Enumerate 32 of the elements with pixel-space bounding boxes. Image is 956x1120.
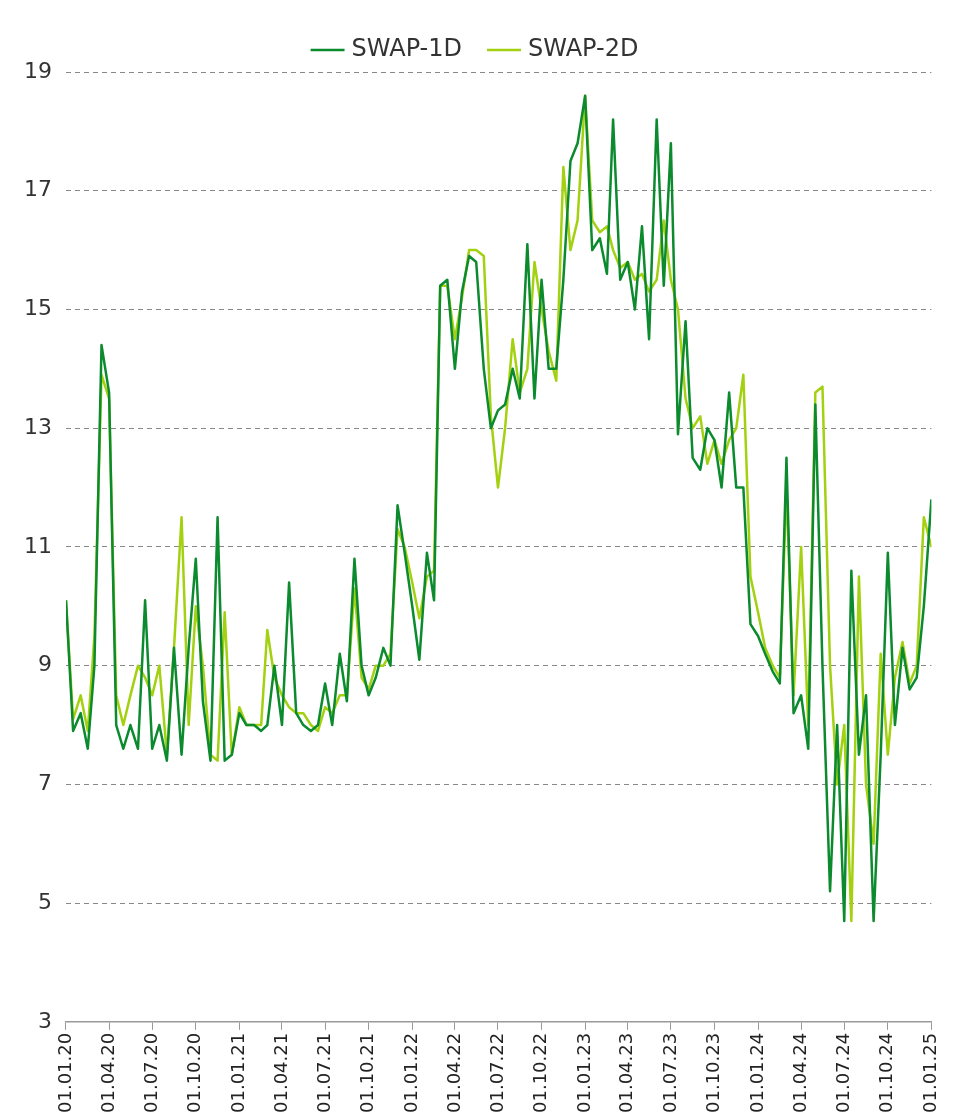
x-tick-label: 01.10.24: [875, 1032, 897, 1113]
x-tick-label: 01.04.23: [615, 1032, 637, 1113]
y-tick-label: 3: [37, 1007, 52, 1033]
y-tick-label: 9: [37, 651, 52, 677]
x-tick-label: 01.10.23: [702, 1032, 724, 1113]
x-tick-label: 01.10.20: [183, 1032, 205, 1113]
x-tick-label: 01.01.24: [745, 1032, 767, 1113]
x-tick-label: 01.04.20: [96, 1032, 118, 1113]
y-tick-label: 15: [23, 295, 52, 321]
x-tick-label: 01.04.24: [788, 1032, 810, 1113]
x-tick-label: 01.01.21: [227, 1032, 249, 1113]
x-tick-label: 01.10.22: [529, 1032, 551, 1113]
legend-label: SWAP-2D: [528, 34, 639, 63]
x-tick-label: 01.01.23: [572, 1032, 594, 1113]
x-tick-label: 01.10.21: [356, 1032, 378, 1113]
y-tick-label: 11: [23, 532, 52, 558]
x-tick-label: 01.04.22: [442, 1032, 464, 1113]
legend-label: SWAP-1D: [351, 34, 463, 63]
x-tick-label: 01.07.23: [658, 1032, 680, 1113]
y-tick-label: 7: [37, 770, 52, 796]
y-tick-label: 17: [23, 176, 52, 202]
y-tick-label: 13: [23, 413, 52, 439]
x-tick-label: 01.04.21: [269, 1032, 291, 1113]
x-tick-label: 01.07.20: [139, 1032, 161, 1113]
x-tick-label: 01.07.24: [831, 1032, 853, 1113]
x-tick-label: 01.01.20: [53, 1032, 75, 1113]
x-tick-label: 01.01.22: [399, 1032, 421, 1113]
x-tick-label: 01.01.25: [919, 1032, 941, 1113]
y-tick-label: 19: [23, 57, 52, 83]
x-tick-label: 01.07.22: [485, 1032, 507, 1113]
y-tick-label: 5: [37, 888, 52, 914]
x-tick-label: 01.07.21: [312, 1032, 334, 1113]
